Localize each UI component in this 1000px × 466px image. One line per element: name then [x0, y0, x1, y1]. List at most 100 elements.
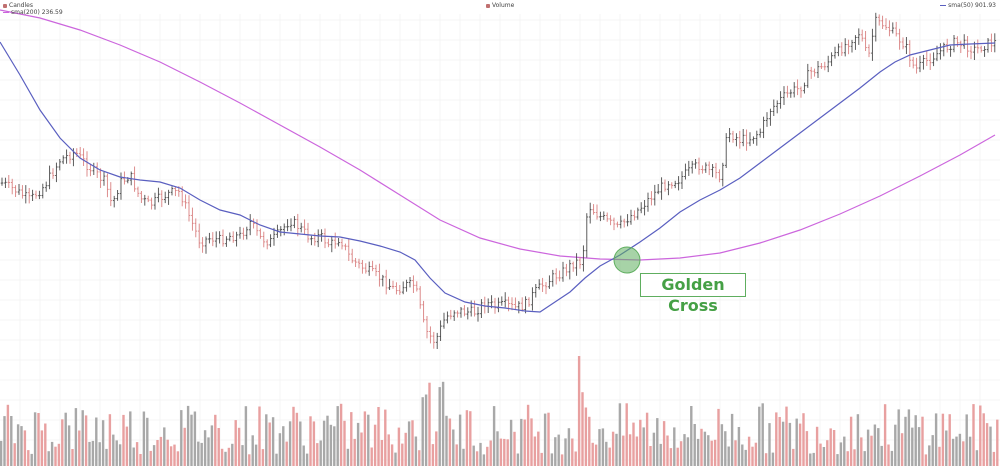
volume-bar	[61, 419, 64, 466]
volume-bar	[686, 437, 690, 466]
volume-bar	[900, 433, 904, 466]
volume-bar	[819, 443, 822, 466]
volume-bar	[584, 407, 588, 466]
volume-bar	[639, 419, 642, 466]
volume-bar	[16, 424, 20, 466]
volume-bar	[404, 432, 407, 466]
volume-bar	[217, 428, 220, 466]
volume-bar	[418, 450, 421, 466]
volume-bar	[917, 427, 921, 466]
volume-bar	[254, 444, 258, 466]
volume-bar	[452, 429, 455, 466]
volume-bar	[849, 416, 853, 466]
volume-bar	[571, 438, 574, 466]
volume-bar	[758, 406, 761, 466]
volume-bar	[751, 446, 754, 466]
volume-bar	[611, 431, 615, 466]
volume-bar	[180, 410, 183, 466]
volume-bar	[914, 415, 917, 466]
volume-bar	[768, 423, 771, 466]
volume-bar	[829, 428, 832, 466]
volume-bar	[441, 381, 445, 466]
volume-bar	[421, 397, 424, 466]
volume-bar	[979, 405, 982, 466]
volume-bar	[407, 421, 411, 466]
volume-bar	[112, 434, 115, 466]
volume-bar	[693, 424, 696, 466]
volume-bar	[482, 454, 486, 466]
volume-bar	[866, 429, 870, 466]
volume-bar	[401, 443, 404, 466]
volume-bar	[734, 440, 737, 466]
volume-bar	[574, 451, 577, 466]
volume-bar	[649, 446, 652, 466]
volume-bar	[30, 453, 33, 466]
volume-bar	[105, 448, 108, 466]
volume-bar	[390, 444, 394, 466]
volume-bar	[333, 426, 336, 466]
volume-bar	[78, 430, 81, 466]
volume-bar	[10, 416, 13, 466]
volume-bar	[744, 449, 747, 466]
volume-bar	[690, 406, 693, 466]
volume-bar	[84, 415, 88, 466]
volume-bar	[890, 450, 894, 466]
volume-bar	[248, 454, 251, 466]
volume-bar	[815, 426, 819, 466]
volume-bar	[57, 443, 61, 466]
volume-bar	[353, 438, 356, 466]
volume-bar	[625, 403, 628, 466]
volume-bar	[261, 449, 265, 466]
volume-bars	[0, 356, 999, 466]
volume-bar	[907, 409, 911, 466]
volume-bar	[462, 448, 465, 466]
volume-bar	[713, 439, 717, 466]
volume-bar	[496, 431, 499, 466]
volume-bar	[985, 423, 989, 466]
volume-bar	[23, 430, 27, 466]
volume-bar	[792, 448, 795, 466]
volume-bar	[81, 410, 84, 466]
volume-bar	[190, 414, 193, 466]
volume-bar	[299, 421, 302, 466]
volume-bar	[710, 440, 713, 466]
volume-bar	[608, 447, 611, 466]
volume-bar	[305, 453, 309, 466]
volume-bar	[856, 414, 860, 466]
volume-bar	[292, 406, 295, 466]
volume-bar	[234, 420, 237, 466]
volume-legend: Volume	[486, 2, 514, 9]
volume-bar	[40, 430, 44, 466]
volume-bar	[64, 412, 67, 466]
volume-bar	[231, 443, 234, 466]
volume-bar	[679, 441, 683, 466]
volume-bar	[540, 452, 543, 466]
volume-bar	[594, 444, 598, 466]
volume-bar	[469, 411, 472, 466]
volume-bar	[472, 445, 475, 466]
volume-bar	[309, 416, 312, 466]
candles-legend-swatch	[3, 3, 7, 8]
volume-bar	[700, 428, 703, 466]
volume-bar	[265, 414, 268, 466]
volume-bar	[601, 428, 605, 466]
volume-bar	[503, 438, 506, 466]
volume-bar	[397, 427, 401, 466]
volume-bar	[931, 435, 934, 466]
sma200-legend-swatch	[3, 12, 9, 13]
volume-bar	[74, 408, 78, 466]
volume-bar	[669, 448, 673, 466]
volume-bar	[129, 411, 132, 466]
sma50-line	[0, 41, 996, 313]
volume-bar	[605, 441, 608, 466]
volume-bar	[727, 446, 730, 466]
sma50-path	[0, 41, 996, 313]
volume-bar	[696, 438, 700, 466]
volume-bar	[846, 451, 849, 466]
sma50-legend-swatch	[940, 5, 947, 6]
volume-bar	[122, 414, 125, 466]
volume-bar	[843, 436, 846, 466]
volume-bar	[911, 427, 914, 466]
volume-bar	[322, 420, 326, 466]
volume-bar	[904, 416, 907, 466]
